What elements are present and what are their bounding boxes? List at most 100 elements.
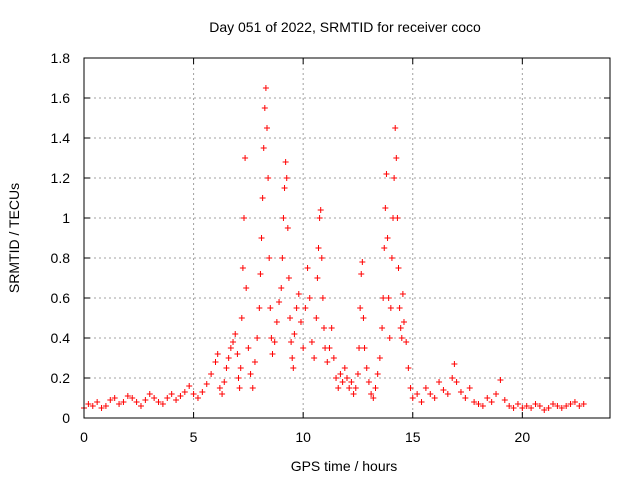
data-point	[370, 395, 377, 401]
data-point	[173, 397, 180, 403]
data-point	[235, 375, 242, 381]
data-point	[146, 391, 153, 397]
data-point	[398, 335, 405, 341]
data-point	[536, 403, 543, 409]
data-point	[368, 391, 375, 397]
data-point	[120, 399, 127, 405]
data-point	[223, 365, 230, 371]
data-point	[388, 255, 395, 261]
data-point	[287, 315, 294, 321]
data-point	[288, 339, 295, 345]
data-point	[85, 401, 92, 407]
data-point	[236, 385, 243, 391]
axes: 0 0.2 0.4 0.6 0.8 1 1.2 1.4 1.6 1.8 0 5 10 15 20	[51, 50, 610, 445]
y-tick-label: 0.8	[51, 250, 71, 266]
data-point	[379, 325, 386, 331]
data-point	[394, 215, 401, 221]
data-point	[245, 345, 252, 351]
data-points	[81, 85, 587, 413]
data-point	[102, 403, 109, 409]
data-point	[374, 371, 381, 377]
data-point	[94, 399, 101, 405]
data-point	[267, 305, 274, 311]
data-point	[352, 385, 359, 391]
data-point	[282, 159, 289, 165]
data-point	[159, 401, 166, 407]
data-point	[357, 305, 364, 311]
data-point	[381, 245, 388, 251]
x-tick-label: 0	[80, 429, 88, 445]
data-point	[297, 319, 304, 325]
data-point	[457, 389, 464, 395]
data-point	[208, 371, 215, 377]
data-point	[238, 315, 245, 321]
data-point	[281, 185, 288, 191]
grid	[84, 58, 610, 418]
data-point	[164, 395, 171, 401]
data-point	[335, 385, 342, 391]
data-point	[190, 391, 197, 397]
data-point	[356, 345, 363, 351]
data-point	[414, 391, 421, 397]
data-point	[291, 331, 298, 337]
data-point	[155, 399, 162, 405]
data-point	[409, 395, 416, 401]
y-tick-label: 0.2	[51, 370, 71, 386]
data-point	[391, 175, 398, 181]
data-point	[249, 385, 256, 391]
data-point	[449, 375, 456, 381]
data-point	[186, 383, 193, 389]
chart-title: Day 051 of 2022, SRMTID for receiver coc…	[209, 19, 481, 35]
data-point	[519, 405, 526, 411]
data-point	[344, 375, 350, 381]
data-point	[330, 355, 337, 361]
y-tick-label: 1.8	[51, 50, 71, 66]
data-point	[341, 365, 348, 371]
data-point	[384, 235, 391, 241]
data-point	[225, 355, 232, 361]
data-point	[550, 401, 557, 407]
data-point	[571, 399, 578, 405]
data-point	[510, 405, 517, 411]
data-point	[382, 205, 389, 211]
data-point	[283, 175, 290, 181]
y-tick-label: 1.4	[51, 130, 71, 146]
data-point	[506, 403, 513, 409]
data-point	[214, 351, 221, 357]
data-point	[397, 325, 404, 331]
data-point	[488, 399, 495, 405]
data-point	[453, 379, 460, 385]
data-point	[137, 403, 144, 409]
data-point	[563, 403, 570, 409]
data-point	[328, 325, 335, 331]
data-point	[227, 345, 234, 351]
y-tick-label: 1	[62, 210, 70, 226]
data-point	[239, 265, 246, 271]
data-point	[242, 155, 249, 161]
data-point	[326, 345, 333, 351]
y-tick-label: 0.4	[51, 330, 71, 346]
data-point	[567, 401, 574, 407]
y-tick-label: 0.6	[51, 290, 71, 306]
data-point	[264, 125, 271, 131]
data-point	[308, 339, 315, 345]
data-point	[580, 401, 587, 407]
data-point	[256, 305, 263, 311]
data-point	[395, 265, 402, 271]
data-point	[386, 335, 393, 341]
data-point	[462, 395, 469, 401]
data-point	[295, 291, 302, 297]
data-point	[107, 397, 114, 403]
data-point	[260, 145, 267, 151]
y-tick-label: 1.2	[51, 170, 71, 186]
data-point	[129, 395, 136, 401]
data-point	[247, 371, 254, 377]
data-point	[359, 259, 366, 265]
data-point	[376, 355, 383, 361]
data-point	[380, 295, 387, 301]
data-point	[576, 403, 583, 409]
data-point	[311, 355, 318, 361]
data-point	[268, 335, 275, 341]
y-tick-label: 0	[62, 410, 70, 426]
data-point	[230, 339, 237, 345]
